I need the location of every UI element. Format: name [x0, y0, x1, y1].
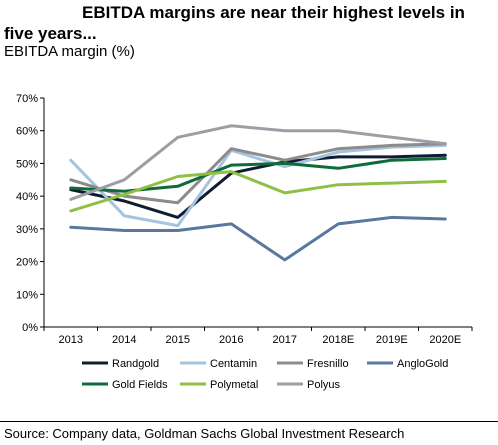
legend-label-anglogold: AngloGold [397, 358, 448, 370]
series-line-anglogold [69, 215, 447, 262]
source-note: Source: Company data, Goldman Sachs Glob… [4, 426, 405, 441]
x-tick-label: 2015 [166, 334, 190, 346]
y-tick-label: 60% [16, 126, 38, 138]
legend-label-polymetal: Polymetal [210, 379, 258, 391]
x-tick-label: 2018E [322, 334, 354, 346]
series-line-randgold [69, 153, 447, 219]
series-line-gold-fields [69, 157, 447, 193]
y-tick-label: 40% [16, 191, 38, 203]
chart-title: EBITDA margins are near their highest le… [4, 3, 465, 43]
legend-label-fresnillo: Fresnillo [307, 358, 349, 370]
footer-rule [0, 421, 498, 422]
series-line-centamin [69, 143, 447, 228]
y-tick-label: 70% [16, 93, 38, 105]
y-axis-ticks: 0% 10% 20% 30% 40% 50% 60% 70% [16, 93, 44, 334]
series-line-polymetal [69, 170, 447, 213]
y-tick-label: 20% [16, 257, 38, 269]
y-tick-label: 0% [22, 322, 38, 334]
x-tick-label: 2016 [219, 334, 243, 346]
legend-label-gold-fields: Gold Fields [112, 379, 168, 391]
y-tick-label: 30% [16, 224, 38, 236]
x-axis-ticks: 2013 2014 2015 2016 2017 2018E 2019E 2020E [43, 327, 473, 346]
x-tick-label: 2019E [376, 334, 408, 346]
legend-label-centamin: Centamin [210, 358, 257, 370]
legend-label-polyus: Polyus [307, 379, 341, 391]
legend-label-randgold: Randgold [112, 358, 159, 370]
x-tick-label: 2014 [112, 334, 136, 346]
chart-subtitle: EBITDA margin (%) [4, 43, 135, 60]
legend: Randgold Centamin Fresnillo AngloGold Gold F… [82, 358, 448, 391]
x-tick-label: 2020E [429, 334, 461, 346]
x-tick-label: 2017 [273, 334, 297, 346]
y-tick-label: 10% [16, 289, 38, 301]
x-tick-label: 2013 [59, 334, 83, 346]
series-line-polyus [69, 124, 447, 201]
y-tick-label: 50% [16, 158, 38, 170]
series-lines [69, 124, 447, 262]
plot-axes [43, 98, 472, 328]
series-line-fresnillo [69, 142, 447, 205]
